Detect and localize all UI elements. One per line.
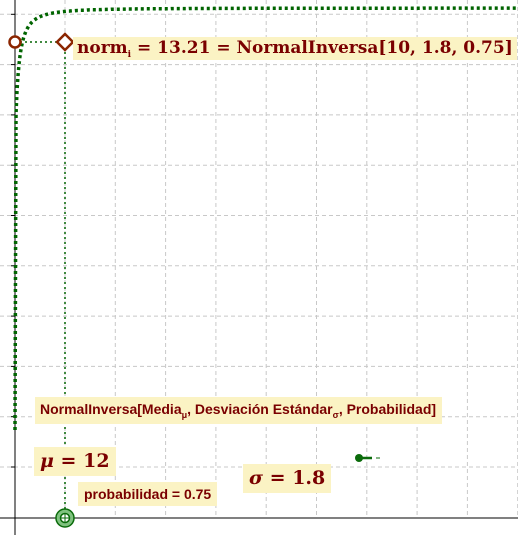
norm-var: norm [77,38,128,58]
syntax-sub-mu: μ [181,410,188,420]
mu-eq: = [60,450,77,472]
sigma-eq: = [269,467,286,489]
norm-label[interactable]: normi = 13.21 = NormalInversa[10, 1.8, 0… [73,37,517,60]
norm-eq2: = [216,38,231,58]
sigma-symbol: σ [249,467,264,489]
sigma-value: 1.8 [292,467,326,489]
norm-expression: NormalInversa[10, 1.8, 0.75] [236,38,513,58]
diamond-point-icon[interactable] [55,32,75,52]
syntax-part-1: NormalInversa[Media [40,401,182,417]
slider-handle-icon[interactable] [355,454,363,462]
probability-label[interactable]: probabilidad = 0.75 [78,482,218,506]
circle-point-icon[interactable] [8,35,22,49]
probability-text: probabilidad = 0.75 [84,486,212,502]
grid [0,0,518,518]
norm-sub: i [127,50,132,60]
mu-symbol: μ [40,450,54,472]
norm-eq: = [137,38,152,58]
mu-label[interactable]: μ = 12 [34,447,116,476]
syntax-sub-sigma: σ [332,410,339,420]
sigma-label[interactable]: σ = 1.8 [243,464,332,493]
inverse-normal-curve [13,6,518,431]
syntax-part-3: , Probabilidad] [338,401,437,417]
syntax-part-2: , Desviación Estándar [187,401,333,417]
norm-value: 13.21 [157,38,211,58]
mu-value: 12 [83,450,110,472]
syntax-label[interactable]: NormalInversa[Mediaμ, Desviación Estánda… [35,397,443,424]
